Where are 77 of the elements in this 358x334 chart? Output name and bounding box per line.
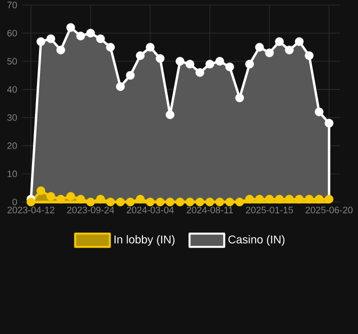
point: [36, 37, 46, 46]
point: [116, 198, 125, 206]
point: [66, 192, 76, 201]
point: [136, 51, 145, 60]
point: [146, 198, 155, 206]
point: [56, 46, 66, 54]
point: [116, 82, 125, 91]
point: [235, 94, 244, 102]
point: [26, 198, 36, 206]
y-tick-label: 40: [7, 86, 17, 93]
point: [284, 46, 294, 54]
point: [215, 198, 224, 206]
point: [324, 118, 334, 128]
point: [86, 198, 95, 206]
point: [275, 37, 284, 46]
point: [96, 34, 105, 44]
y-tick-label: 0: [12, 198, 17, 206]
point: [265, 194, 274, 204]
point: [196, 198, 204, 206]
point: [275, 194, 284, 204]
point: [56, 194, 66, 204]
x-tick-label: 2025-01-15: [246, 206, 293, 214]
point: [106, 198, 115, 206]
y-tick-label: 50: [7, 58, 17, 65]
y-tick-label: 20: [7, 142, 17, 149]
x-tick-label: 2025-06-20: [306, 206, 353, 214]
point: [46, 192, 56, 201]
point: [126, 198, 135, 206]
point: [245, 60, 254, 68]
point: [314, 194, 324, 204]
point: [36, 186, 46, 196]
point: [205, 198, 214, 206]
point: [46, 34, 56, 44]
point: [106, 42, 115, 52]
legend-label: Casino (IN): [228, 235, 284, 246]
point: [235, 198, 244, 206]
point: [76, 32, 85, 40]
x-tick-label: 2023-04-12: [8, 206, 54, 214]
point: [86, 28, 95, 38]
point: [314, 108, 324, 116]
x-tick-label: 2024-03-04: [126, 206, 174, 214]
point: [304, 194, 314, 204]
point: [186, 60, 194, 68]
point: [304, 51, 314, 60]
point: [126, 71, 135, 80]
point: [66, 23, 76, 32]
point: [225, 198, 234, 206]
point: [176, 198, 184, 206]
point: [205, 60, 214, 68]
point: [96, 194, 105, 204]
point: [284, 194, 294, 204]
point: [156, 54, 164, 63]
point: [136, 194, 145, 204]
point: [146, 42, 155, 52]
point: [215, 56, 224, 66]
y-tick-label: 30: [7, 114, 17, 121]
y-tick-label: 60: [7, 30, 17, 36]
y-tick-label: 70: [7, 2, 17, 8]
point: [324, 194, 334, 204]
point: [166, 110, 174, 120]
point: [255, 42, 264, 52]
y-tick-label: 10: [8, 170, 17, 178]
legend-label: In lobby (IN): [114, 235, 174, 246]
point: [196, 68, 204, 77]
point: [76, 194, 85, 204]
point: [225, 62, 234, 72]
x-tick-label: 2024-08-11: [186, 206, 233, 214]
point: [176, 56, 184, 66]
point: [294, 194, 304, 204]
x-tick-label: 2023-09-24: [67, 206, 114, 214]
point: [245, 194, 254, 204]
point: [186, 198, 194, 206]
point: [166, 198, 174, 206]
point: [265, 48, 274, 58]
point: [156, 198, 164, 206]
point: [294, 37, 304, 46]
point: [255, 194, 264, 204]
